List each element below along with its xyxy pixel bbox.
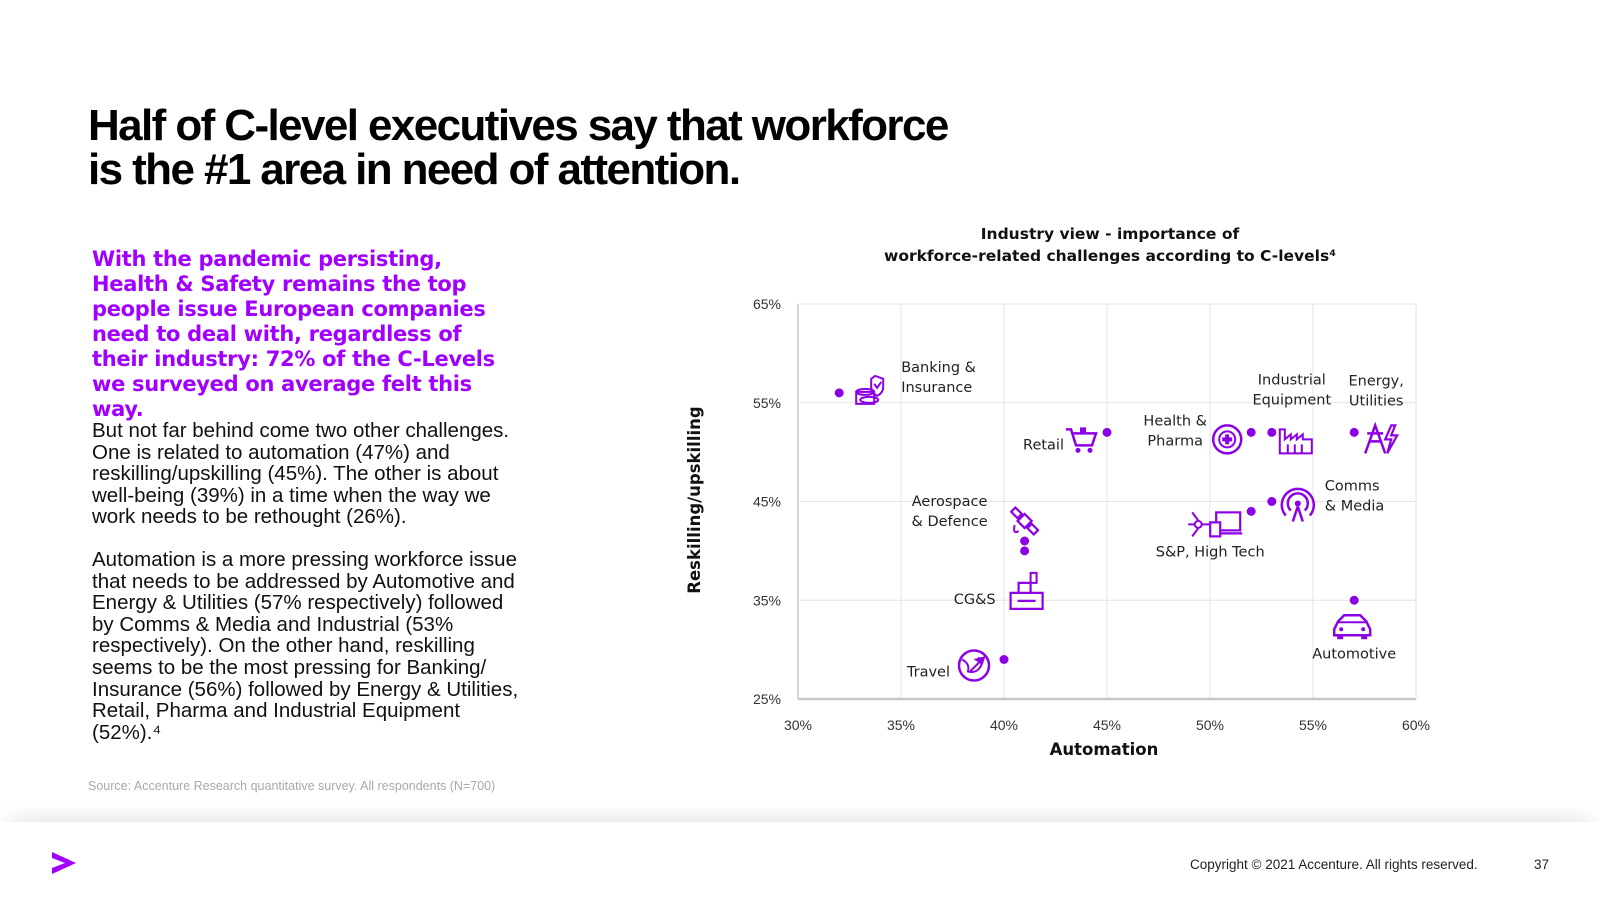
x-tick-label: 30%	[784, 717, 812, 733]
x-tick-label: 55%	[1299, 717, 1327, 733]
page-title: Half of C-level executives say that work…	[88, 104, 1048, 192]
point-label: Comms & Media	[1325, 479, 1384, 515]
globe-plane-icon	[957, 649, 991, 682]
x-tick-label: 45%	[1093, 717, 1121, 733]
point-marker	[1267, 427, 1277, 437]
copyright-text: Copyright © 2021 Accenture. All rights r…	[1190, 857, 1478, 872]
point-marker	[999, 655, 1009, 664]
point-label: Retail	[1023, 437, 1064, 453]
data-point-car: Automotive	[1312, 595, 1396, 662]
point-label: Aerospace & Defence	[912, 494, 988, 530]
point-label-line: & Media	[1325, 499, 1384, 515]
x-axis-label: Automation	[1050, 740, 1159, 759]
page-title-line-2: is the #1 area in need of attention.	[88, 145, 741, 194]
point-label: Travel	[906, 665, 950, 681]
car-icon	[1332, 614, 1372, 640]
data-point-power-pylon: Energy, Utilities	[1349, 373, 1404, 454]
data-point-globe-plane: Travel	[906, 649, 1009, 682]
accenture-logo-icon	[52, 852, 76, 874]
point-label: Banking & Insurance	[901, 360, 976, 396]
point-label: Health & Pharma	[1143, 413, 1207, 449]
chart-title-line-2: workforce-related challenges according t…	[884, 247, 1336, 265]
point-marker	[1267, 497, 1277, 506]
y-tick-label: 45%	[753, 494, 781, 510]
point-label-line: Utilities	[1349, 393, 1404, 409]
shopping-cart-icon	[1066, 427, 1098, 453]
chart-title: Industry view - importance of workforce-…	[870, 223, 1350, 267]
point-marker	[1246, 506, 1256, 516]
y-tick-label: 55%	[753, 395, 781, 411]
health-icon	[1211, 424, 1243, 455]
grid-lines	[798, 303, 1417, 699]
point-label-line: Insurance	[901, 380, 972, 396]
point-label-line: Automotive	[1312, 646, 1396, 662]
data-point-banking: Banking & Insurance	[834, 360, 976, 405]
point-label: CG&S	[954, 592, 996, 608]
point-marker	[1020, 536, 1030, 546]
factory-icon	[1278, 428, 1313, 455]
body-paragraph-1: But not far behind come two other challe…	[92, 419, 510, 529]
data-point-high-tech: S&P, High Tech	[1156, 506, 1265, 560]
x-tick-label: 35%	[887, 717, 915, 733]
data-point-shopping-cart: Retail	[1023, 427, 1112, 453]
x-tick-label: 50%	[1196, 717, 1224, 733]
data-point-satellite: Aerospace & Defence	[912, 494, 1040, 546]
data-point-antenna: Comms & Media	[1267, 479, 1384, 522]
tick-labels: 30% 35% 40% 45% 50% 55% 60% 25% 35% 45% 55% 65%	[753, 296, 1430, 733]
body-paragraph-2: Automation is a more pressing workforce …	[92, 548, 519, 744]
point-label-line: CG&S	[954, 592, 996, 608]
y-axis-label: Reskilling/upskilling	[685, 406, 704, 593]
banking-icon	[855, 374, 885, 405]
point-marker	[1246, 427, 1256, 437]
point-label-line: S&P, High Tech	[1156, 544, 1265, 560]
y-tick-label: 65%	[753, 296, 781, 312]
footer-bar	[0, 822, 1600, 900]
power-pylon-icon	[1364, 421, 1400, 454]
point-label: Industrial Equipment	[1252, 372, 1331, 408]
point-marker	[1102, 427, 1112, 437]
point-label-line: Comms	[1325, 479, 1380, 495]
point-label-line: Equipment	[1252, 392, 1331, 408]
point-marker	[1349, 595, 1359, 605]
antenna-icon	[1280, 487, 1316, 522]
data-point-factory: Industrial Equipment	[1252, 372, 1331, 455]
point-label-line: Travel	[906, 665, 950, 681]
data-point-health: Health & Pharma	[1143, 413, 1256, 455]
page-number: 37	[1534, 857, 1550, 872]
point-label-line: Retail	[1023, 437, 1064, 453]
point-marker	[1349, 427, 1359, 437]
chart-title-line-1: Industry view - importance of	[980, 225, 1240, 243]
source-note: Source: Accenture Research quantitative …	[88, 779, 496, 793]
point-label-line: Industrial	[1258, 372, 1326, 388]
consumer-goods-icon	[1009, 571, 1044, 610]
point-label-line: Health &	[1143, 413, 1207, 429]
point-label-line: Aerospace	[912, 494, 988, 510]
point-label-line: Banking &	[901, 360, 976, 376]
high-tech-icon	[1188, 511, 1243, 538]
point-label: Energy, Utilities	[1349, 373, 1404, 409]
point-marker	[834, 388, 844, 398]
point-label: Automotive	[1312, 646, 1396, 662]
point-label: S&P, High Tech	[1156, 544, 1265, 560]
axes	[797, 304, 1416, 701]
point-label-line: & Defence	[912, 514, 988, 530]
satellite-icon	[1009, 506, 1040, 536]
data-points: Banking & Insurance Retail Health & Pharma In…	[834, 360, 1404, 682]
highlight-paragraph: With the pandemic persisting, Health & S…	[92, 247, 495, 421]
point-label-line: Energy,	[1349, 373, 1404, 389]
page-title-line-1: Half of C-level executives say that work…	[88, 101, 949, 150]
point-marker	[1020, 546, 1030, 556]
y-tick-label: 25%	[753, 691, 781, 707]
y-tick-label: 35%	[753, 592, 781, 608]
x-tick-label: 60%	[1402, 717, 1430, 733]
data-point-consumer-goods: CG&S	[954, 546, 1044, 610]
x-tick-label: 40%	[990, 717, 1018, 733]
point-label-line: Pharma	[1147, 433, 1203, 449]
